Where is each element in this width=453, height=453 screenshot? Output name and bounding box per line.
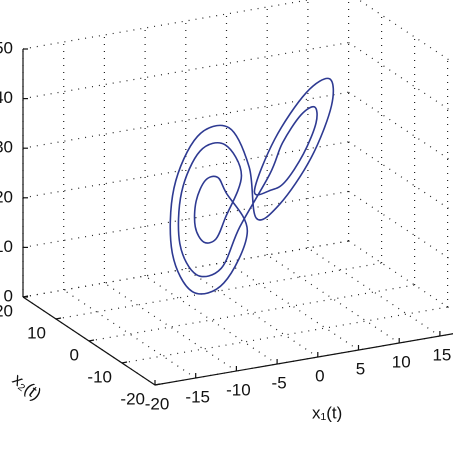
z-tick-label: 20 (0, 187, 13, 206)
z-tick-label: 30 (0, 138, 13, 157)
y-tick (88, 339, 95, 342)
grid-line (22, 0, 312, 50)
y-tick-label: 20 (0, 301, 13, 320)
y-tick (55, 317, 62, 320)
x-tick-label: 10 (392, 352, 411, 371)
grid-line (348, 190, 453, 262)
y-tick-label: 10 (27, 323, 46, 342)
y-tick (121, 361, 128, 364)
grid-line (348, 91, 453, 163)
y-axis-label: x₂(t) (9, 370, 45, 404)
grid-line (63, 289, 197, 379)
trajectory (169, 77, 335, 295)
z-tick-label: 10 (0, 237, 13, 256)
grid-line (88, 284, 415, 342)
y-tick (154, 383, 161, 386)
grid-line (307, 247, 441, 337)
grid-line (185, 268, 319, 358)
z-tick-label: 50 (0, 38, 13, 57)
z-tick-label: 40 (0, 88, 13, 107)
y-tick-label: 0 (70, 345, 79, 364)
x-tick-label: 0 (315, 366, 324, 385)
y-tick-label: -10 (87, 367, 112, 386)
grid-line (104, 282, 237, 372)
x-tick-label: -20 (145, 394, 170, 413)
grid-line (348, 141, 453, 213)
grid-line (266, 254, 400, 344)
x-tick-label: 5 (356, 359, 365, 378)
grid-line (22, 141, 349, 199)
z-tick-label: 0 (4, 286, 13, 305)
x-axis-label: x₁(t) (312, 403, 342, 422)
x-tick-label: 15 (432, 345, 451, 364)
x-tick-label: -10 (226, 380, 251, 399)
grid-line (348, 42, 453, 113)
x-tick-label: -15 (185, 387, 210, 406)
y-tick-label: -20 (120, 389, 145, 408)
grid-line (358, 0, 453, 64)
x-tick-label: -5 (272, 373, 287, 392)
